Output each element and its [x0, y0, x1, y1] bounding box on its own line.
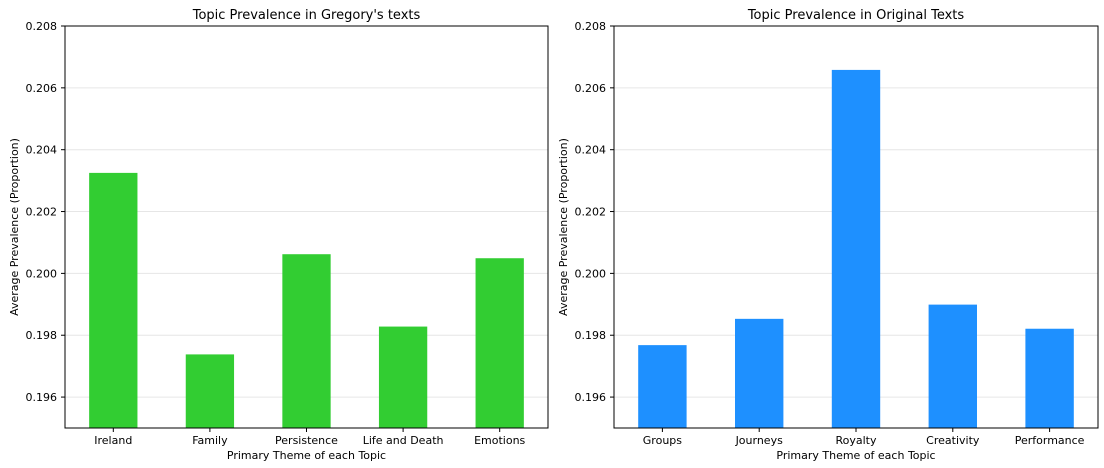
axes-frame [64, 25, 549, 429]
y-tick-label: 0.202 [26, 206, 58, 219]
y-tick-label: 0.208 [26, 20, 58, 33]
bar-royalty [831, 69, 881, 428]
bar-journeys [735, 318, 784, 428]
y-tick-label: 0.204 [575, 144, 607, 157]
x-tick-label: Ireland [94, 434, 132, 447]
x-tick-label: Journeys [735, 434, 784, 447]
y-tick-label: 0.198 [575, 329, 607, 342]
x-tick-label: Emotions [474, 434, 525, 447]
y-tick-label: 0.206 [26, 82, 58, 95]
x-tick-label: Family [192, 434, 228, 447]
y-tick-label: 0.204 [26, 144, 58, 157]
y-axis-label: Average Prevalence (Proportion) [8, 138, 21, 316]
x-tick-label: Creativity [926, 434, 980, 447]
y-tick-label: 0.196 [26, 391, 58, 404]
axes-frame [613, 25, 1099, 429]
x-tick-label: Performance [1015, 434, 1085, 447]
y-tick-label: 0.196 [575, 391, 607, 404]
bar-persistence [282, 254, 331, 428]
chart-title: Topic Prevalence in Original Texts [747, 8, 965, 23]
y-tick-label: 0.200 [575, 267, 607, 280]
chart-panel-2: 0.196 0.198 0.200 0.202 0.204 0.206 0.208 Group… [557, 8, 1099, 462]
bar-performance [1025, 328, 1074, 428]
x-tick-label: Life and Death [363, 434, 444, 447]
bar-emotions [475, 258, 524, 428]
x-axis-label: Primary Theme of each Topic [227, 449, 386, 462]
y-tick-label: 0.206 [575, 82, 607, 95]
x-tick-label: Persistence [275, 434, 338, 447]
chart-title: Topic Prevalence in Gregory's texts [192, 8, 421, 23]
y-tick-label: 0.198 [26, 329, 58, 342]
x-axis-label: Primary Theme of each Topic [776, 449, 935, 462]
y-tick-label: 0.202 [575, 206, 607, 219]
bar-family [185, 354, 235, 428]
y-tick-label: 0.208 [575, 20, 607, 33]
bar-creativity [928, 304, 977, 428]
chart-panel-1: 0.196 0.198 0.200 0.202 0.204 0.206 0.208 Irela… [8, 8, 549, 462]
x-tick-label: Royalty [835, 434, 876, 447]
x-tick-label: Groups [643, 434, 682, 447]
bar-ireland [89, 172, 138, 428]
bar-groups [638, 345, 687, 428]
y-tick-label: 0.200 [26, 267, 58, 280]
bar-life-and-death [378, 326, 428, 428]
y-axis-label: Average Prevalence (Proportion) [557, 138, 570, 316]
